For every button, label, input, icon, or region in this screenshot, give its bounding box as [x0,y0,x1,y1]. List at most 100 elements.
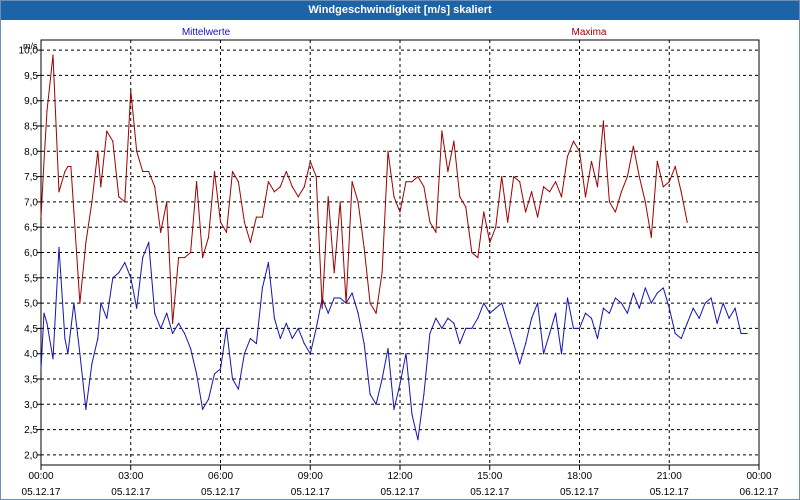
data-point-mittelwerte [261,287,263,289]
data-point-mittelwerte [130,277,132,279]
data-point-mittelwerte [118,272,120,274]
data-point-mittelwerte [393,408,395,410]
data-point-mittelwerte [662,287,664,289]
data-point-maxima [548,191,551,193]
data-point-maxima [85,241,87,243]
data-point-mittelwerte [136,307,138,309]
legend-label-mittelwerte: Mittelwerte [182,27,231,38]
data-point-maxima [213,170,216,173]
data-point-mittelwerte [58,246,60,249]
data-point-mittelwerte [231,378,234,380]
data-point-mittelwerte [405,353,407,355]
data-point-mittelwerte [572,327,575,329]
data-point-mittelwerte [501,302,503,304]
data-point-mittelwerte [704,302,706,304]
data-point-mittelwerte [722,302,724,304]
data-point-maxima [70,165,72,168]
y-tick-label: 10,0 [19,46,39,57]
data-point-mittelwerte [52,358,54,360]
data-point-mittelwerte [620,302,622,304]
data-point-maxima [429,221,431,223]
data-point-maxima [189,251,192,254]
y-tick-label: 7,5 [24,172,38,183]
data-point-maxima [417,176,419,178]
data-point-mittelwerte [513,342,515,345]
data-point-maxima [106,130,108,132]
data-point-mittelwerte [746,332,748,335]
window-title: Windgeschwindigkeit [m/s] skaliert [1,1,799,20]
data-point-mittelwerte [291,337,293,340]
data-point-maxima [674,165,676,168]
data-point-maxima [525,211,527,213]
data-point-mittelwerte [297,327,299,329]
data-point-mittelwerte [369,393,371,395]
data-point-maxima [52,54,54,56]
data-point-mittelwerte [471,327,473,329]
data-point-maxima [650,236,652,238]
data-point-maxima [566,155,569,157]
data-point-maxima [453,140,455,142]
data-point-mittelwerte [453,322,455,324]
x-tick-time: 03:00 [118,471,143,482]
data-point-maxima [91,201,93,203]
data-point-mittelwerte [363,342,365,345]
data-point-mittelwerte [537,302,539,304]
data-point-maxima [46,110,48,112]
data-point-maxima [554,181,557,183]
data-point-maxima [309,160,311,163]
data-point-maxima [638,176,640,178]
data-point-mittelwerte [525,342,527,345]
data-point-mittelwerte [489,312,491,314]
data-point-mittelwerte [543,353,545,355]
data-point-maxima [507,221,509,223]
data-point-mittelwerte [632,292,634,294]
data-point-maxima [363,246,365,249]
data-point-maxima [345,302,347,304]
x-axis-ticks: 00:00 05.12.17 03:00 05.12.17 06:00 05.12.17 0… [22,465,779,498]
x-tick-time: 12:00 [387,471,412,482]
data-point-maxima [596,186,599,188]
data-point-maxima [195,181,198,183]
data-point-mittelwerte [148,241,150,243]
x-tick-time: 21:00 [657,471,682,482]
data-point-maxima [393,196,395,198]
data-point-maxima [73,211,75,213]
data-point-mittelwerte [626,312,628,314]
data-point-maxima [459,196,461,198]
data-point-maxima [519,181,521,183]
data-point-mittelwerte [507,322,509,324]
data-point-maxima [662,186,664,188]
data-point-maxima [291,186,293,188]
data-point-mittelwerte [357,312,359,314]
y-tick-label: 6,5 [24,223,38,234]
data-point-mittelwerte [73,302,75,304]
data-point-maxima [477,256,479,259]
data-point-mittelwerte [602,307,605,309]
data-point-maxima [225,231,228,233]
legend-label-maxima: Maxima [571,27,606,38]
y-tick-label: 2,0 [24,450,38,461]
data-point-maxima [572,140,575,142]
data-point-mittelwerte [142,256,144,259]
data-point-maxima [405,181,407,183]
data-point-maxima [369,302,371,304]
data-point-mittelwerte [243,353,246,355]
data-point-mittelwerte [644,287,646,289]
data-point-maxima [399,211,401,213]
y-tick-label: 5,5 [24,273,38,284]
data-point-maxima [273,191,275,193]
y-tick-label: 3,0 [24,400,38,411]
data-point-mittelwerte [333,297,335,299]
data-point-mittelwerte [285,322,287,324]
data-point-maxima [201,256,204,259]
data-point-mittelwerte [339,297,341,299]
data-point-maxima [58,191,60,193]
data-point-mittelwerte [686,322,688,324]
data-point-maxima [447,170,449,173]
data-point-maxima [644,201,646,203]
y-tick-label: 8,0 [24,147,38,158]
data-point-maxima [632,145,634,147]
data-point-mittelwerte [351,292,353,294]
data-point-mittelwerte [303,342,305,345]
data-point-mittelwerte [154,312,156,314]
